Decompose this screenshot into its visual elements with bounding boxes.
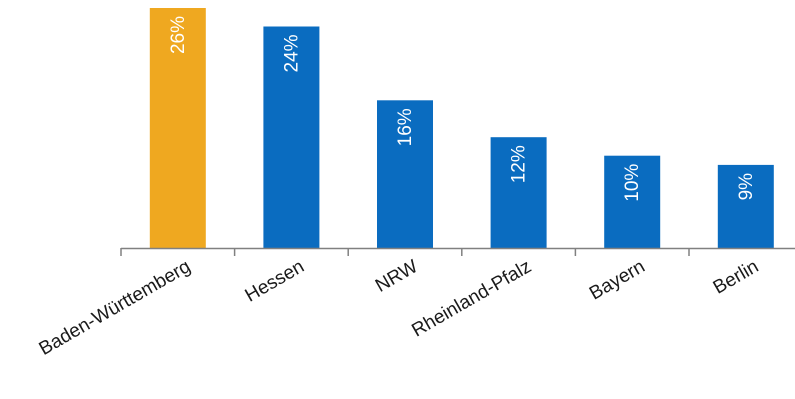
- bar-baden-w-rttemberg: [149, 8, 206, 248]
- data-label: 9%: [736, 173, 757, 201]
- bar-bayern: [604, 155, 661, 248]
- x-tick-label: Berlin: [710, 256, 763, 298]
- x-tick-labels: Baden-Württemberg Hessen NRWRheinland-Pfal…: [36, 256, 763, 360]
- x-tick-label: Baden-Württemberg: [36, 256, 195, 360]
- bar-berlin: [717, 164, 774, 248]
- x-tick-label: Bayern: [586, 256, 649, 304]
- data-label: 24%: [281, 34, 302, 72]
- bar-hessen: [263, 26, 320, 248]
- bars-group: 26% 24% 16% 12% 10% 9%: [149, 8, 774, 248]
- x-tick-label: Hessen: [242, 256, 308, 306]
- data-label: 16%: [395, 108, 416, 146]
- data-label: 10%: [622, 164, 643, 202]
- x-tick-label: Rheinland-Pfalz: [408, 256, 535, 341]
- data-label: 26%: [168, 16, 189, 54]
- data-label: 12%: [509, 145, 530, 183]
- bar-nrw: [377, 100, 433, 248]
- bar-rheinland-pfalz: [490, 137, 547, 248]
- x-tick-label: NRW: [372, 256, 422, 297]
- x-axis: [120, 247, 795, 256]
